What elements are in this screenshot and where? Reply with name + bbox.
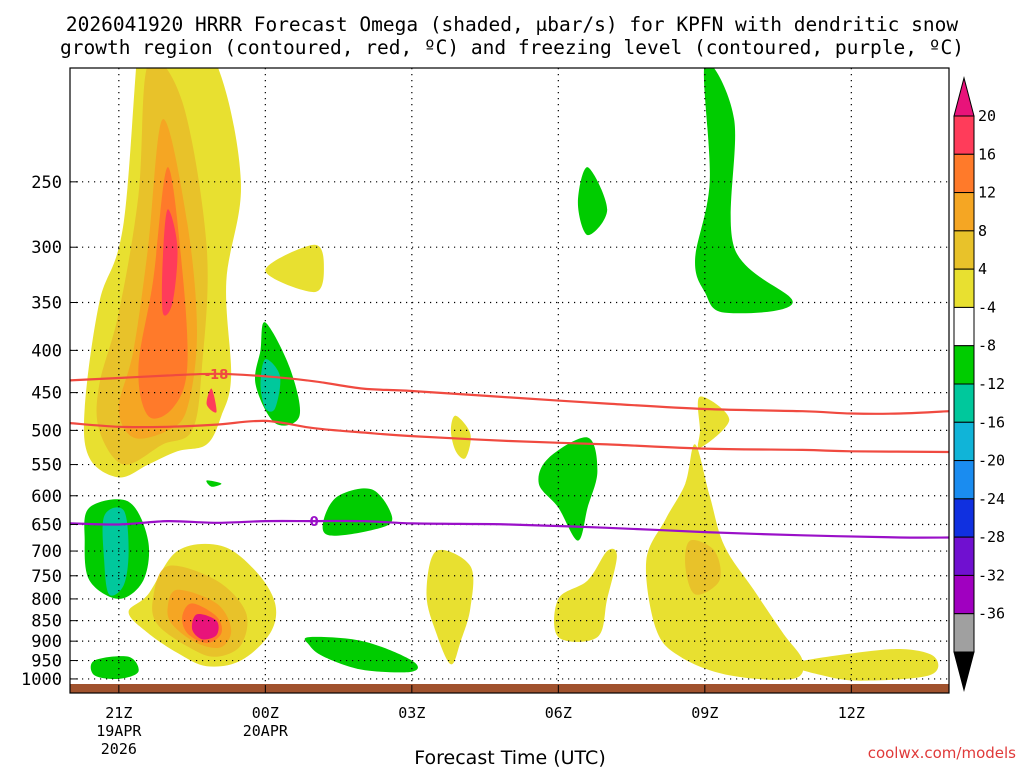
colorbar-swatch-2: [953, 192, 975, 232]
y-tick-label-900: 900: [31, 632, 62, 652]
omega-region-28: [102, 507, 129, 596]
contour-label-dgz-upper: -18: [205, 368, 229, 383]
colorbar-under-triangle: [953, 651, 975, 692]
y-tick-label-650: 650: [31, 515, 62, 535]
colorbar-label-9: -20: [978, 452, 1005, 470]
colorbar-swatch-0: [953, 115, 975, 155]
colorbar-label-6: -8: [978, 337, 996, 355]
y-tick-label-800: 800: [31, 590, 62, 610]
colorbar-label-1: 16: [978, 145, 996, 163]
omega-region-27: [206, 480, 222, 487]
x-tick-label-06Z: 06Z: [545, 704, 572, 722]
grid-lines: [70, 68, 949, 684]
colorbar-label-13: -36: [978, 605, 1005, 623]
contour-dgz-upper: [70, 372, 949, 415]
plot-frame: [69, 67, 950, 694]
omega-region-16: [161, 209, 178, 316]
y-tick-label-600: 600: [31, 487, 62, 507]
contour-dgz-lower: [70, 419, 949, 454]
colorbar: 20 16 12 8 4 -4 -8 -12 -16 -20 -24 -28 -32 -36: [953, 76, 1005, 692]
terrain-bar: [70, 684, 949, 693]
colorbar-label-0: 20: [978, 107, 996, 125]
colorbar-swatch-10: [953, 498, 975, 538]
credit-text: coolwx.com/models: [868, 744, 1016, 762]
colorbar-swatch-7: [953, 383, 975, 423]
omega-region-2: [450, 415, 471, 459]
omega-region-8: [554, 548, 617, 642]
colorbar-swatch-9: [953, 460, 975, 500]
x-tick-label-00Z: 00Z: [252, 704, 279, 722]
omega-region-19: [577, 167, 608, 236]
colorbar-swatch-13: [953, 613, 975, 653]
contour-label-freezing-level: 0: [310, 515, 319, 530]
colorbar-label-11: -28: [978, 528, 1005, 546]
colorbar-label-5: -4: [978, 298, 996, 316]
x-tick-date-21Z: 19APR: [96, 722, 142, 740]
colorbar-swatch-3: [953, 230, 975, 270]
y-tick-label-450: 450: [31, 384, 62, 404]
colorbar-swatch-8: [953, 421, 975, 462]
omega-region-1: [265, 244, 324, 293]
contour-lines: -18 0: [70, 368, 949, 539]
omega-region-17: [206, 388, 217, 413]
colorbar-swatch-6: [953, 345, 975, 385]
y-tick-label-1000: 1000: [21, 670, 62, 690]
colorbar-swatch-11: [953, 536, 975, 576]
colorbar-swatch-12: [953, 574, 975, 615]
colorbar-swatch-1: [953, 153, 975, 194]
y-tick-label-250: 250: [31, 173, 62, 193]
chart-title-line2: growth region (contoured, red, ºC) and f…: [60, 36, 964, 59]
y-tick-label-300: 300: [31, 238, 62, 258]
y-tick-label-750: 750: [31, 567, 62, 587]
x-tick-label-03Z: 03Z: [398, 704, 425, 722]
colorbar-label-7: -12: [978, 375, 1005, 393]
y-axis: 2503003504004505005506006507007508008509…: [21, 173, 78, 690]
omega-region-26: [90, 656, 139, 680]
chart-title-line1: 2026041920 HRRR Forecast Omega (shaded, …: [66, 13, 958, 36]
x-tick-label-21Z: 21Z: [105, 704, 132, 722]
colorbar-label-12: -32: [978, 566, 1005, 584]
omega-region-18: [191, 614, 219, 640]
omega-region-5: [792, 648, 939, 681]
y-tick-label-400: 400: [31, 341, 62, 361]
y-tick-label-500: 500: [31, 421, 62, 441]
omega-region-20: [695, 68, 793, 314]
y-tick-label-550: 550: [31, 456, 62, 476]
colorbar-label-2: 12: [978, 184, 996, 202]
contour-freezing-level: [70, 519, 949, 539]
omega-region-10: [685, 540, 721, 595]
y-tick-label-700: 700: [31, 542, 62, 562]
y-tick-label-350: 350: [31, 293, 62, 313]
colorbar-label-10: -24: [978, 490, 1005, 508]
omega-region-4: [645, 444, 804, 680]
omega-region-23: [538, 437, 598, 541]
colorbar-label-3: 8: [978, 222, 987, 240]
colorbar-swatch-5: [953, 306, 975, 347]
x-tick-label-09Z: 09Z: [691, 704, 718, 722]
y-tick-label-850: 850: [31, 612, 62, 632]
x-axis-label: Forecast Time (UTC): [414, 747, 605, 768]
x-tick-label-12Z: 12Z: [838, 704, 865, 722]
omega-region-25: [304, 636, 418, 673]
omega-region-7: [426, 549, 474, 665]
colorbar-label-4: 4: [978, 260, 987, 278]
colorbar-swatch-4: [953, 268, 975, 308]
x-tick-date-00Z: 20APR: [243, 722, 289, 740]
x-tick-year-21Z: 2026: [101, 740, 137, 758]
colorbar-label-8: -16: [978, 413, 1005, 431]
y-tick-label-950: 950: [31, 652, 62, 672]
